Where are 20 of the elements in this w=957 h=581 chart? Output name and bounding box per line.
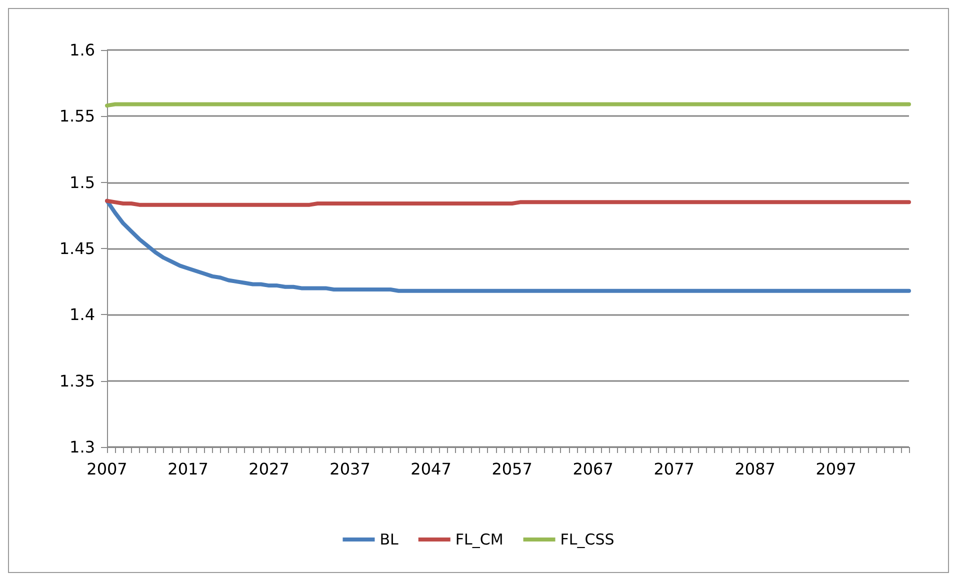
y-tick-label: 1.3 xyxy=(70,438,95,456)
x-tick-label: 2017 xyxy=(168,460,208,478)
y-tick-label: 1.4 xyxy=(70,305,95,324)
x-tick-label: 2057 xyxy=(492,460,532,478)
x-tick-label: 2077 xyxy=(654,460,694,478)
x-tick-label: 2027 xyxy=(248,460,290,478)
legend-label: FL_CM xyxy=(455,530,504,548)
legend-label: BL xyxy=(380,530,400,548)
x-tick-label: 2087 xyxy=(734,460,776,478)
y-tick-label: 1.35 xyxy=(59,371,95,390)
x-tick-label: 2007 xyxy=(86,460,128,478)
legend-label: FL_CSS xyxy=(560,530,614,548)
y-tick-label: 1.6 xyxy=(70,40,95,60)
x-tick-label: 2047 xyxy=(410,460,452,478)
y-tick-label: 1.45 xyxy=(59,239,95,258)
y-tick-label: 1.55 xyxy=(59,106,95,126)
y-tick-label: 1.5 xyxy=(70,172,95,192)
x-tick-label: 2037 xyxy=(330,460,370,478)
x-tick-label: 2067 xyxy=(572,460,614,478)
x-tick-label: 2097 xyxy=(816,460,856,478)
